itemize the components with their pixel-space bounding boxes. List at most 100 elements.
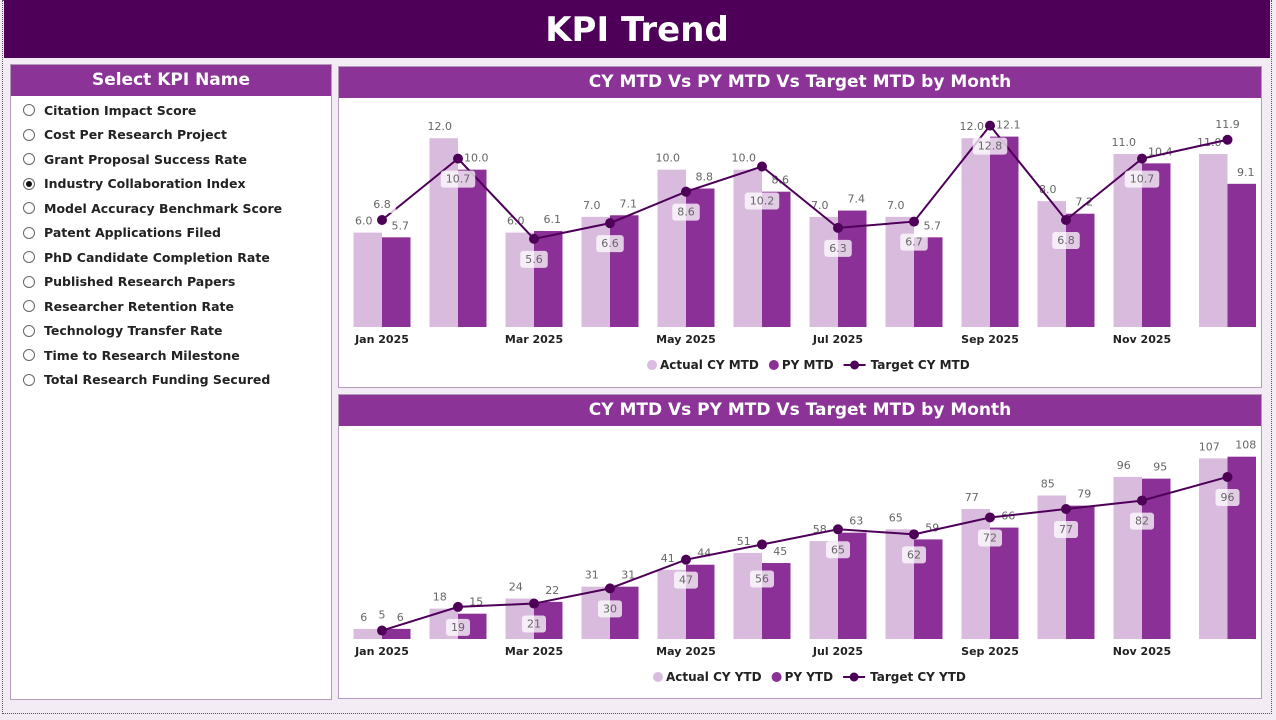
x-tick-label: Jul 2025: [812, 645, 863, 658]
radio-button-icon[interactable]: [23, 177, 35, 190]
kpi-option[interactable]: Citation Impact Score: [11, 98, 331, 123]
radio-button-icon[interactable]: [23, 275, 35, 288]
radio-button-icon[interactable]: [23, 202, 35, 215]
legend-marker-icon: [771, 672, 782, 682]
target-point: [529, 233, 539, 244]
radio-button-icon[interactable]: [23, 226, 35, 239]
target-point: [757, 161, 767, 172]
target-point: [377, 215, 387, 226]
legend-label: PY MTD: [782, 358, 834, 372]
target-point: [909, 529, 919, 540]
target-label-box: [824, 239, 852, 257]
kpi-option-label: Grant Proposal Success Rate: [44, 151, 247, 167]
x-tick-label: Mar 2025: [505, 645, 563, 658]
py-data-label: 6: [397, 611, 404, 624]
target-label-box: [520, 250, 548, 268]
py-bar: [534, 231, 563, 327]
target-label-box: [672, 203, 700, 221]
py-bar: [610, 215, 639, 327]
target-data-label: 12.8: [978, 140, 1003, 153]
actual-data-label: 6: [360, 611, 367, 624]
target-label-box: [744, 192, 780, 210]
py-bar: [1227, 183, 1256, 327]
radio-button-icon[interactable]: [23, 300, 35, 313]
actual-bar: [429, 138, 458, 327]
target-label-box: [1052, 232, 1080, 250]
actual-data-label: 41: [661, 552, 675, 565]
legend-label: Target CY MTD: [871, 358, 970, 372]
actual-data-label: 6.0: [355, 215, 373, 228]
target-data-label: 10.7: [1130, 173, 1155, 186]
kpi-option[interactable]: Total Research Funding Secured: [11, 368, 331, 393]
target-label-box: [900, 233, 928, 251]
target-point: [833, 524, 843, 535]
radio-button-icon[interactable]: [23, 128, 35, 141]
kpi-option-label: PhD Candidate Completion Rate: [44, 249, 270, 265]
target-point: [985, 512, 995, 523]
kpi-option[interactable]: Patent Applications Filed: [11, 221, 331, 246]
kpi-option[interactable]: Industry Collaboration Index: [11, 172, 331, 197]
py-data-label: 5.7: [924, 219, 942, 232]
radio-button-icon[interactable]: [23, 153, 35, 166]
x-tick-label: Sep 2025: [961, 333, 1019, 346]
legend-label: Actual CY YTD: [666, 670, 762, 684]
target-line: [381, 123, 1228, 240]
actual-bar: [505, 232, 534, 327]
actual-data-label: 7.0: [583, 199, 601, 212]
target-label-box: [1054, 521, 1078, 539]
target-data-label: 6.6: [601, 237, 619, 250]
target-data-label: 6.7: [905, 236, 923, 249]
legend-marker-icon: [647, 360, 657, 370]
target-point: [681, 554, 691, 565]
legend-marker-icon: [850, 360, 860, 370]
kpi-option[interactable]: Time to Research Milestone: [11, 343, 331, 368]
py-data-label: 59: [925, 521, 939, 534]
py-bar: [1142, 163, 1171, 327]
target-label-box: [674, 571, 698, 589]
radio-button-icon[interactable]: [23, 349, 35, 362]
legend-marker-icon: [653, 672, 663, 682]
actual-data-label: 107: [1199, 440, 1220, 453]
target-data-label: 62: [907, 548, 921, 561]
target-point: [1061, 504, 1071, 515]
target-data-label: 6.3: [829, 242, 847, 255]
py-bar: [762, 191, 791, 327]
kpi-option[interactable]: Model Accuracy Benchmark Score: [11, 196, 331, 221]
target-data-label: 10.2: [750, 195, 775, 208]
target-data-label: 6.8: [373, 198, 391, 211]
py-bar: [914, 237, 943, 327]
kpi-option[interactable]: PhD Candidate Completion Rate: [11, 245, 331, 270]
legend-label: PY YTD: [785, 670, 834, 684]
actual-bar: [353, 232, 382, 327]
x-tick-label: Nov 2025: [1113, 333, 1171, 346]
radio-button-icon[interactable]: [23, 104, 35, 117]
ytd-chart: CY MTD Vs PY MTD Vs Target MTD by Month …: [338, 394, 1262, 699]
target-point: [377, 625, 387, 636]
py-bar: [1227, 456, 1256, 639]
target-point: [453, 601, 463, 612]
actual-data-label: 12.0: [428, 120, 453, 133]
kpi-option-label: Technology Transfer Rate: [44, 323, 223, 339]
target-point: [909, 216, 919, 227]
slicer-title: Select KPI Name: [11, 65, 331, 96]
radio-button-icon[interactable]: [23, 251, 35, 264]
target-data-label: 10.7: [446, 173, 471, 186]
radio-button-icon[interactable]: [23, 324, 35, 337]
actual-data-label: 96: [1117, 459, 1131, 472]
target-point: [757, 539, 767, 550]
target-data-label: 21: [527, 618, 541, 631]
kpi-option[interactable]: Technology Transfer Rate: [11, 319, 331, 344]
kpi-option[interactable]: Researcher Retention Rate: [11, 294, 331, 319]
actual-data-label: 65: [889, 511, 903, 524]
kpi-option-label: Patent Applications Filed: [44, 225, 221, 241]
kpi-option[interactable]: Grant Proposal Success Rate: [11, 147, 331, 172]
actual-bar: [961, 138, 990, 327]
actual-bar: [1199, 153, 1228, 327]
kpi-option[interactable]: Cost Per Research Project: [11, 123, 331, 148]
target-label-box: [1215, 488, 1240, 506]
target-data-label: 82: [1135, 515, 1149, 528]
actual-data-label: 51: [737, 535, 751, 548]
kpi-option[interactable]: Published Research Papers: [11, 270, 331, 295]
radio-button-icon[interactable]: [23, 373, 35, 386]
